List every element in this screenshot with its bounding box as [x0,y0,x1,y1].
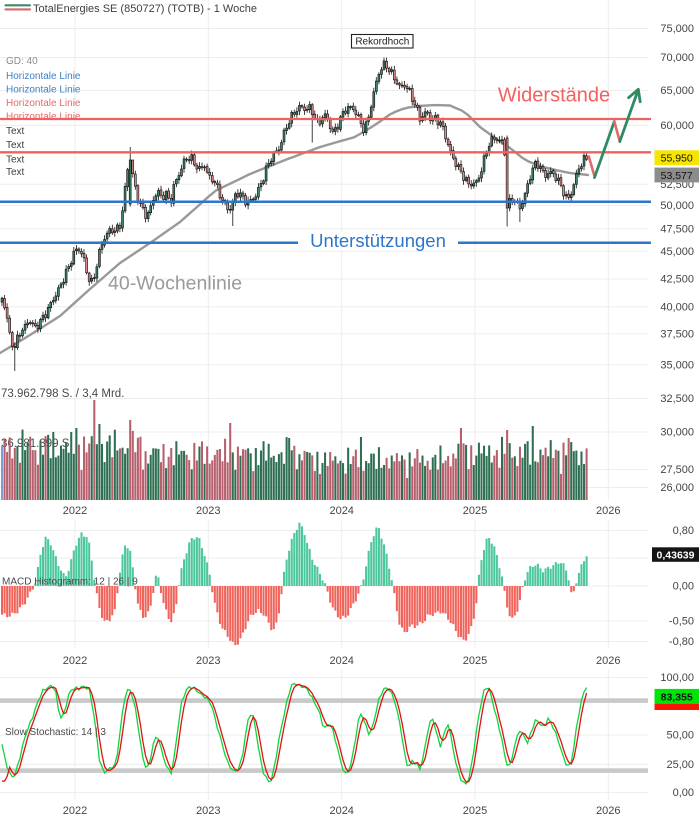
svg-text:2024: 2024 [329,805,353,817]
svg-text:2023: 2023 [196,655,220,667]
svg-text:MACD Histogramm: 12 | 26 | 9: MACD Histogramm: 12 | 26 | 9 [2,577,138,588]
svg-text:55,950: 55,950 [661,153,693,165]
svg-text:27,500: 27,500 [660,464,694,476]
svg-text:2025: 2025 [463,655,487,667]
svg-text:GD: 40: GD: 40 [6,56,38,67]
svg-text:50,000: 50,000 [660,200,694,212]
svg-text:47,500: 47,500 [660,223,694,235]
svg-text:37,500: 37,500 [660,328,694,340]
svg-text:83,355: 83,355 [661,691,693,703]
svg-text:Horizontale Linie: Horizontale Linie [6,84,81,95]
svg-text:2024: 2024 [329,505,353,517]
svg-text:Horizontale Linie: Horizontale Linie [6,98,81,109]
svg-text:30,000: 30,000 [660,427,694,439]
svg-text:-0,80: -0,80 [669,636,694,648]
svg-text:73.962.798 S. / 3,4 Mrd.: 73.962.798 S. / 3,4 Mrd. [1,388,124,400]
svg-text:25,00: 25,00 [666,759,694,771]
svg-text:TotalEnergies SE (850727) (TOT: TotalEnergies SE (850727) (TOTB) - 1 Woc… [33,3,257,15]
svg-text:60,000: 60,000 [660,120,694,132]
svg-text:2024: 2024 [329,655,353,667]
svg-text:2023: 2023 [196,505,220,517]
svg-text:100,00: 100,00 [660,672,694,684]
svg-text:2026: 2026 [596,505,620,517]
svg-text:53,577: 53,577 [661,170,693,182]
svg-text:35,000: 35,000 [660,359,694,371]
svg-text:70,000: 70,000 [660,52,694,64]
svg-text:Text: Text [6,154,25,165]
svg-text:40-Wochenlinie: 40-Wochenlinie [108,273,242,295]
svg-text:2022: 2022 [63,805,87,817]
svg-text:Horizontale Linie: Horizontale Linie [6,71,81,82]
svg-text:26,000: 26,000 [660,482,694,494]
svg-text:Text: Text [6,140,25,151]
svg-text:Slow Stochastic: 14 | 3: Slow Stochastic: 14 | 3 [5,727,106,738]
svg-text:-0,50: -0,50 [669,616,694,628]
svg-text:2023: 2023 [196,805,220,817]
svg-text:45,000: 45,000 [660,246,694,258]
svg-text:0,80: 0,80 [673,525,694,537]
svg-text:2026: 2026 [596,655,620,667]
svg-text:32,500: 32,500 [660,393,694,405]
svg-text:Unterstützungen: Unterstützungen [310,230,446,251]
svg-text:2025: 2025 [463,505,487,517]
svg-text:Text: Text [6,167,25,178]
svg-text:0,00: 0,00 [673,787,694,799]
svg-text:Widerstände: Widerstände [498,85,610,107]
svg-text:75,000: 75,000 [660,23,694,35]
svg-text:Text: Text [6,126,25,137]
svg-text:Rekordhoch: Rekordhoch [355,37,409,48]
svg-text:2022: 2022 [63,655,87,667]
svg-text:65,000: 65,000 [660,85,694,97]
svg-text:2026: 2026 [596,805,620,817]
svg-text:2022: 2022 [63,505,87,517]
svg-text:Horizontale Linie: Horizontale Linie [6,111,81,122]
svg-text:2025: 2025 [463,805,487,817]
svg-text:42,500: 42,500 [660,274,694,286]
svg-text:0,43639: 0,43639 [657,549,695,561]
svg-text:50,00: 50,00 [666,730,694,742]
svg-text:40,000: 40,000 [660,301,694,313]
svg-text:0,00: 0,00 [673,581,694,593]
